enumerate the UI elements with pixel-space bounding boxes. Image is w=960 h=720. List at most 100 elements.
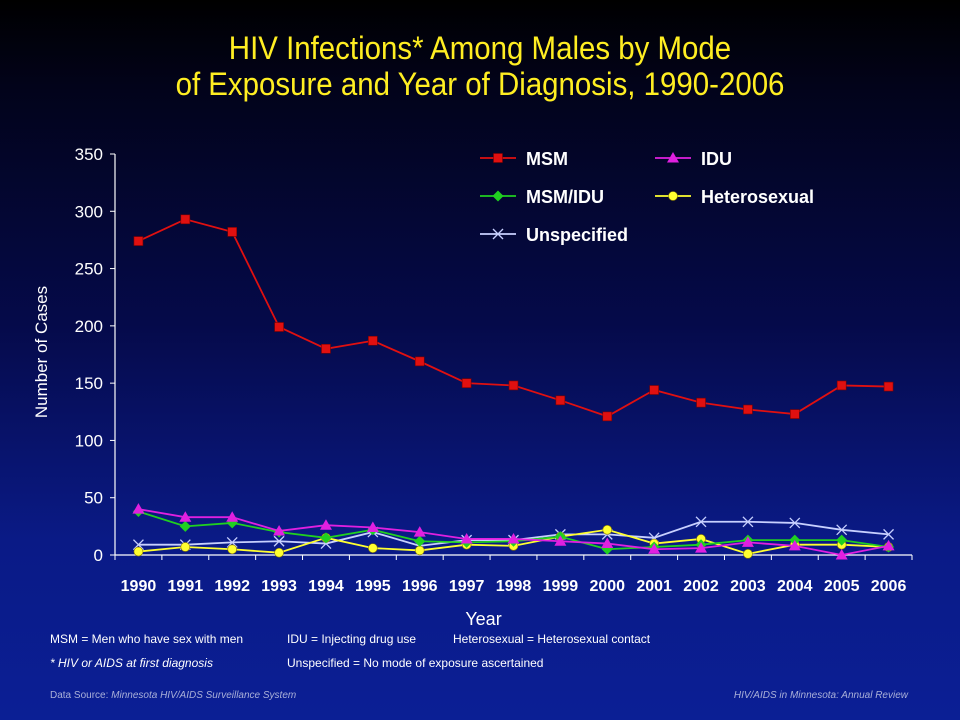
x-tick-label: 2006: [871, 578, 907, 595]
chart-legend: MSM IDU MSM/IDU Heterosexual Unspecified: [480, 149, 814, 245]
chart-title-line1: HIV Infections* Among Males by Mode: [228, 30, 732, 66]
legend-label: Heterosexual: [701, 187, 814, 207]
legend-item-msm: MSM: [480, 149, 568, 169]
data-point-msm-idu: [836, 534, 848, 546]
marker-x-stroke: [492, 228, 504, 240]
data-point-idu: [273, 524, 286, 536]
legend-item-idu: IDU: [655, 149, 732, 169]
data-point-msm: [227, 227, 238, 237]
data-point-msm: [368, 335, 378, 346]
data-point-unspecified: [132, 539, 144, 551]
data-point-unspecified: [695, 516, 707, 528]
data-point-unspecified: [226, 536, 238, 548]
data-point-heterosexual: [227, 544, 238, 555]
data-point-idu: [319, 519, 332, 530]
data-point-msm-idu: [179, 520, 191, 532]
y-tick-label: 350: [75, 145, 103, 164]
footnote-asterisk: * HIV or AIDS at first diagnosis: [50, 656, 213, 670]
data-point-heterosexual: [133, 546, 144, 557]
marker-x-stroke: [132, 539, 144, 551]
report-name: HIV/AIDS in Minnesota: Annual Review: [733, 690, 908, 701]
data-point-idu: [741, 536, 754, 547]
data-point-idu: [788, 539, 801, 551]
legend-marker: [492, 228, 504, 240]
x-tick-label: 1994: [308, 578, 344, 595]
data-point-idu: [460, 532, 473, 544]
data-point-idu: [554, 535, 567, 546]
x-axis-title: Year: [465, 609, 501, 629]
data-point-idu: [882, 539, 895, 551]
data-point-msm: [461, 378, 472, 388]
legend-marker: [668, 191, 678, 201]
data-point-msm: [696, 397, 706, 408]
legend-marker: [493, 153, 503, 163]
marker-x-stroke: [836, 524, 848, 536]
data-point-heterosexual: [414, 545, 425, 556]
legend-marker: [667, 152, 679, 163]
data-point-msm: [180, 214, 191, 225]
data-point-idu: [179, 511, 192, 522]
data-point-idu: [835, 549, 848, 560]
data-point-msm: [274, 322, 284, 332]
x-tick-label: 1990: [121, 578, 157, 595]
y-tick-label: 200: [75, 317, 103, 336]
data-source-text: Minnesota HIV/AIDS Surveillance System: [111, 690, 297, 701]
legend-label: IDU: [701, 149, 732, 169]
y-tick-label: 50: [84, 489, 103, 508]
legend-label: MSM/IDU: [526, 187, 604, 207]
data-point-unspecified: [789, 517, 801, 529]
legend-item-heterosexual: Heterosexual: [655, 187, 814, 207]
data-point-msm: [743, 404, 753, 415]
chart-axes: 0 50 100 150 200 250 300 350 1990 1991 1992 1993 199…: [32, 145, 913, 629]
x-tick-label: 1995: [355, 578, 391, 595]
y-axis-title: Number of Cases: [32, 286, 51, 418]
data-point-unspecified: [273, 535, 285, 547]
data-point-heterosexual: [602, 524, 613, 535]
data-point-msm: [555, 395, 566, 406]
data-point-idu: [507, 532, 520, 544]
x-tick-label: 1998: [496, 578, 532, 595]
data-point-msm: [836, 380, 847, 391]
data-point-msm: [789, 409, 800, 419]
chart-title: HIV Infections* Among Males by Mode of E…: [38, 30, 921, 102]
legend-marker: [492, 190, 504, 202]
legend-label: MSM: [526, 149, 568, 169]
data-point-msm: [414, 356, 425, 367]
data-point-msm-idu: [414, 535, 426, 547]
data-point-idu: [695, 542, 708, 553]
x-tick-label: 1992: [214, 578, 250, 595]
data-point-msm: [133, 236, 144, 246]
marker-x-stroke: [789, 517, 801, 529]
x-tick-label: 1993: [261, 578, 297, 595]
marker-x-stroke: [226, 536, 238, 548]
data-point-msm: [321, 343, 331, 354]
footnote-idu: IDU = Injecting drug use: [287, 632, 417, 646]
data-point-heterosexual: [368, 543, 378, 553]
data-point-idu: [648, 543, 661, 554]
y-tick-label: 0: [94, 546, 103, 565]
y-tick-label: 250: [75, 260, 103, 279]
data-source: Data Source: Minnesota HIV/AIDS Surveill…: [50, 690, 296, 701]
chart-title-line2: of Exposure and Year of Diagnosis, 1990-…: [175, 66, 785, 102]
x-tick-label: 1999: [543, 578, 579, 595]
data-point-heterosexual: [274, 547, 284, 558]
marker-x-stroke: [742, 516, 754, 528]
x-tick-label: 2005: [824, 578, 860, 595]
footnote-unspecified: Unspecified = No mode of exposure ascert…: [287, 656, 544, 670]
data-point-heterosexual: [180, 542, 191, 552]
y-tick-label: 300: [75, 202, 103, 221]
series-msm: [133, 214, 894, 422]
footnote-heterosexual: Heterosexual = Heterosexual contact: [453, 632, 651, 646]
x-tick-label: 2003: [730, 578, 766, 595]
legend-item-msm-idu: MSM/IDU: [480, 187, 604, 207]
marker-x-stroke: [273, 535, 285, 547]
x-tick-label: 1991: [168, 578, 204, 595]
x-tick-label: 1996: [402, 578, 438, 595]
x-tick-label: 2002: [683, 578, 719, 595]
legend-item-unspecified: Unspecified: [480, 225, 628, 245]
data-point-idu: [366, 521, 379, 533]
data-point-unspecified: [883, 528, 895, 540]
x-tick-label: 2000: [589, 578, 625, 595]
footnote-msm: MSM = Men who have sex with men: [50, 632, 244, 646]
